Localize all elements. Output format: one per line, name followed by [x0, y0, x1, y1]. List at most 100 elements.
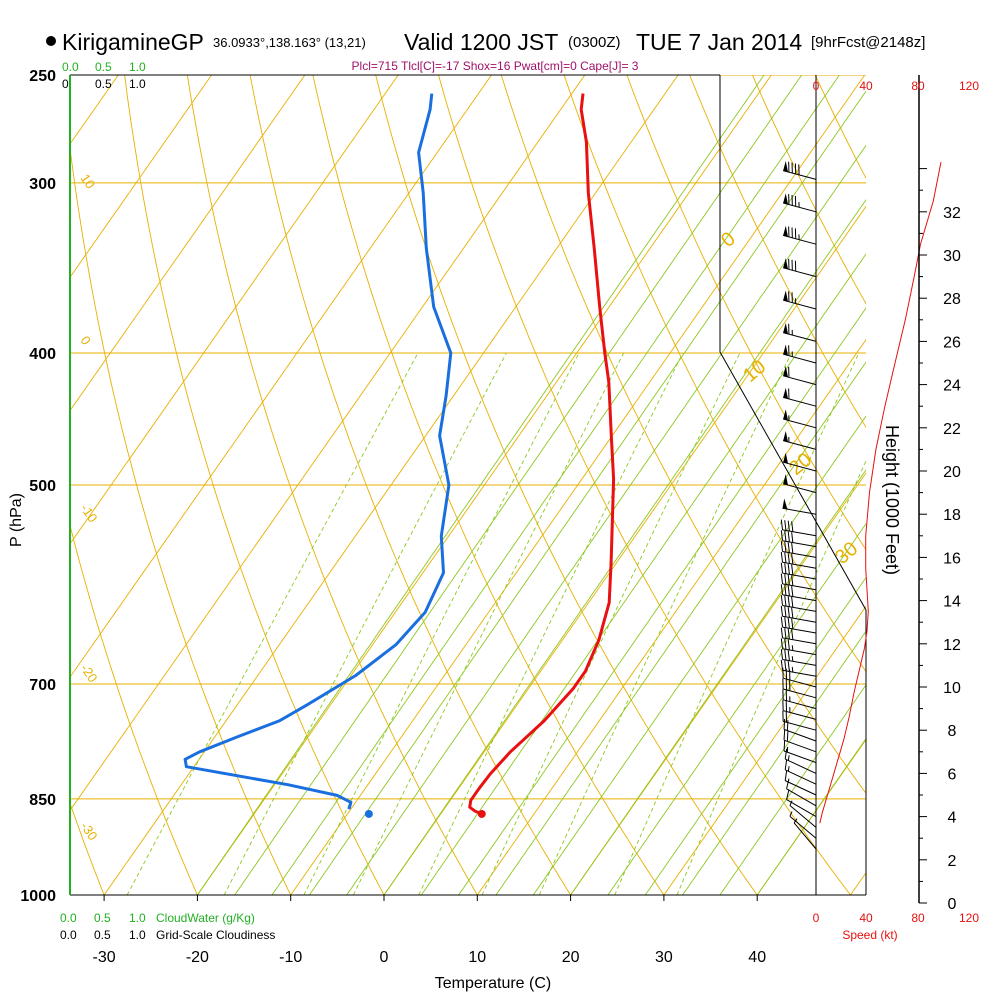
height-tick-label: 26	[943, 334, 961, 351]
wind-barb-staff	[789, 815, 817, 839]
wind-barb-full	[784, 770, 788, 781]
station-bullet-icon	[46, 36, 56, 46]
wind-barb-full	[787, 542, 790, 553]
wind-barb	[783, 729, 817, 753]
wind-barb-full	[791, 521, 794, 532]
moist-adiabat--12	[271, 75, 840, 895]
wind-barb-full	[787, 628, 790, 640]
wind-barb-full	[784, 584, 787, 596]
wind-barb-staff	[783, 739, 817, 753]
wind-barb-full	[784, 628, 787, 639]
dry-adiabat-10	[186, 75, 478, 895]
height-tick-label: 24	[943, 378, 961, 395]
wind-barb-half	[791, 656, 794, 662]
mixing-ratio-label: 3	[355, 902, 371, 917]
moist-adiabat-16	[532, 415, 866, 895]
wind-barb	[783, 344, 817, 364]
pressure-tick-label: 400	[29, 346, 56, 363]
wind-barb-full	[787, 639, 790, 650]
speed-tick-bottom-3: 120	[959, 911, 979, 925]
wind-barb	[780, 530, 817, 548]
wind-barb-flag	[783, 430, 788, 442]
labels: KirigamineGP 36.0933°,138.163° (13,21) V…	[8, 29, 979, 992]
isotherm--70	[70, 75, 306, 412]
mixing-ratio-label: 5	[420, 902, 436, 917]
mixing-ratio-label: 2	[306, 902, 322, 917]
wind-barb	[783, 193, 817, 213]
moist-adiabat-36	[719, 684, 866, 895]
wind-barb-full	[784, 552, 787, 563]
x-tick-label: 0	[380, 949, 389, 966]
wind-barb-full	[787, 650, 790, 661]
wind-barb	[782, 678, 817, 699]
wind-barb	[783, 409, 817, 429]
wind-barb-staff	[783, 353, 817, 364]
cloudiness-tick-1: 0.5	[94, 928, 111, 942]
wind-barb-full	[780, 551, 784, 563]
wind-barb-staff	[782, 583, 817, 591]
wind-barb-full	[787, 563, 790, 575]
wind-barb-flag	[783, 344, 788, 356]
valid-utc: (0300Z)	[568, 34, 621, 51]
speed-tick-bottom-1: 40	[859, 911, 873, 925]
wind-barb-staff	[782, 615, 817, 623]
speed-tick-bottom-2: 80	[911, 911, 925, 925]
moist-adiabat-8	[458, 307, 866, 895]
wind-barb-staff	[782, 572, 817, 580]
speed-tick-bottom-0: 0	[813, 911, 820, 925]
wind-barb-staff	[782, 507, 817, 515]
height-tick-label: 32	[943, 205, 961, 222]
height-tick-label: 0	[948, 896, 957, 913]
moist-adiabat-40	[756, 737, 866, 895]
wind-barb-full	[786, 720, 789, 731]
moist-adiabat--16	[234, 75, 803, 895]
wind-barb	[783, 366, 817, 386]
wind-barb-staff	[784, 769, 817, 785]
wind-barb	[780, 519, 817, 537]
wind-barb	[784, 748, 817, 774]
theta-label: 10	[739, 356, 770, 387]
wind-barb-staff	[783, 234, 817, 245]
wind-barb-staff	[783, 332, 817, 342]
cloudwater-label: CloudWater (g/Kg)	[156, 911, 255, 925]
wind-barb-half	[789, 800, 793, 806]
isotherm-50	[850, 872, 866, 895]
wind-barb	[782, 498, 817, 515]
wind-barb-staff	[789, 805, 817, 828]
wind-barb-full	[791, 586, 794, 597]
x-tick-label: -10	[279, 949, 302, 966]
wind-barb-staff	[782, 594, 817, 602]
dry-adiabat-90	[689, 75, 866, 429]
wind-barb-half	[787, 766, 790, 772]
isotherm-label: 0	[78, 333, 94, 348]
pressure-tick-label: 700	[29, 677, 56, 694]
wind-barb-staff	[783, 728, 817, 742]
dry-adiabat-30	[312, 75, 665, 895]
wind-barb	[780, 649, 817, 666]
wind-barb-full	[784, 617, 787, 628]
wind-barb-full	[791, 596, 794, 608]
isotherm--40	[70, 75, 586, 812]
dry-adiabat-40	[375, 75, 758, 895]
cloudiness-tick-top-1: 0.5	[95, 77, 112, 91]
wind-barb-full	[786, 778, 790, 789]
plot-frame	[69, 74, 867, 896]
sounding-series	[183, 93, 616, 818]
wind-barb	[783, 740, 817, 764]
wind-barb-full	[780, 616, 784, 628]
wind-barb-half	[791, 666, 794, 673]
wind-barb	[783, 718, 817, 742]
pressure-tick-label: 500	[29, 478, 56, 495]
cloudwater-tick-1: 0.5	[94, 911, 111, 925]
wind-barb-full	[780, 541, 784, 552]
cloudiness-tick-top-2: 1.0	[129, 77, 146, 91]
wind-barb	[789, 811, 817, 839]
height-tick-label: 8	[948, 723, 957, 740]
wind-barb-flag	[783, 452, 788, 464]
wind-barb-flag	[783, 409, 788, 421]
wind-barb-staff	[782, 605, 817, 612]
wind-barb-full	[784, 563, 787, 574]
speed-tick-top-3: 120	[959, 79, 979, 93]
isotherm-0	[383, 205, 866, 895]
wind-barb-full	[787, 585, 790, 596]
